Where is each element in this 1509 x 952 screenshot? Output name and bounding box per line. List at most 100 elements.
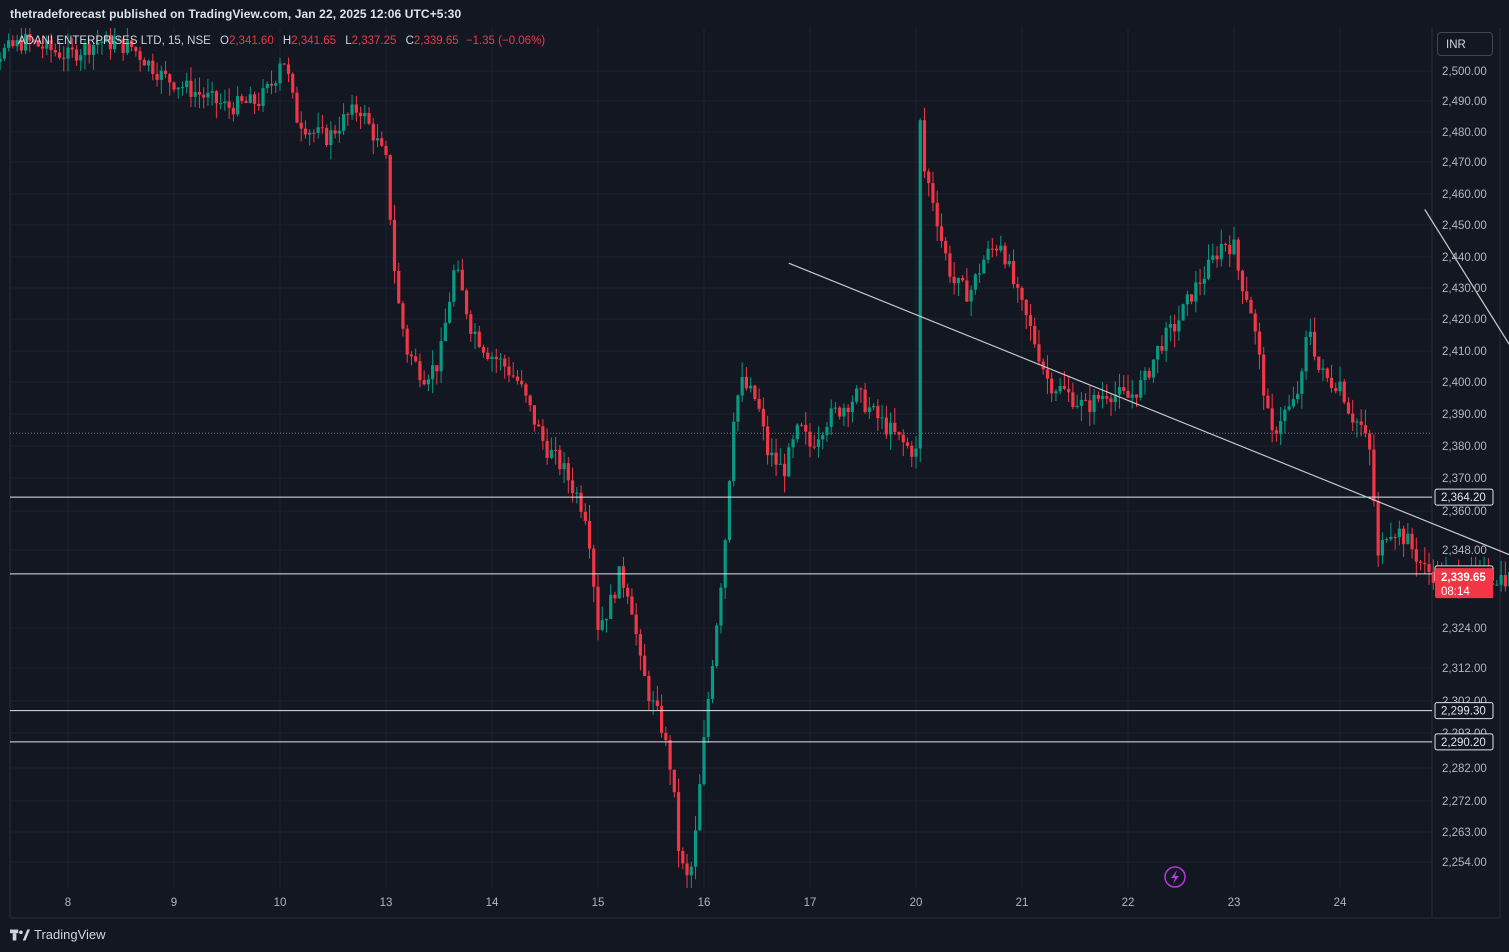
candle-body [1245, 291, 1249, 300]
candle [956, 277, 960, 297]
price-tick-label: 2,263.00 [1442, 827, 1487, 839]
candle [766, 415, 770, 465]
candle-body [1185, 294, 1189, 305]
bolt-icon-group[interactable] [1164, 866, 1186, 888]
candle [511, 361, 515, 379]
candle [439, 327, 443, 383]
candle-body [549, 449, 553, 458]
candle-body [197, 92, 202, 95]
candle [130, 39, 134, 52]
candle [354, 95, 358, 122]
candle [350, 95, 354, 120]
candle-body [579, 492, 583, 512]
candle [901, 429, 905, 457]
candle-body [1410, 533, 1414, 550]
candle-body [397, 271, 401, 304]
trend-arrow-line[interactable] [1424, 209, 1509, 599]
candle [736, 394, 740, 432]
candle [180, 81, 185, 96]
candle-body [545, 440, 549, 458]
candle-body [452, 270, 456, 302]
candle-body [117, 38, 121, 41]
symbol-name: ADANI ENTERPRISES LTD, 15, NSE [18, 35, 211, 47]
candle [1206, 244, 1211, 281]
candle-body [295, 92, 299, 123]
candle [371, 117, 375, 155]
tradingview-logo[interactable]: TradingView [10, 927, 106, 942]
candle-body [1312, 331, 1317, 357]
candle [1325, 367, 1329, 383]
candle [897, 431, 901, 441]
candle-body [1397, 528, 1401, 538]
currency-button[interactable]: INR [1437, 32, 1493, 56]
candle [1338, 366, 1342, 396]
candle [1088, 385, 1092, 426]
candle [477, 325, 481, 349]
candle [155, 62, 159, 87]
candle [418, 353, 422, 388]
candle [774, 438, 778, 477]
time-tick-label: 14 [486, 897, 499, 909]
candle-body [1151, 359, 1156, 378]
candle-body [863, 389, 867, 413]
candle [1427, 552, 1431, 585]
candle-body [956, 277, 960, 284]
candle-body [1317, 356, 1321, 370]
candle [829, 399, 833, 436]
candle [795, 423, 799, 443]
candle-body [1058, 386, 1062, 392]
candle [1143, 367, 1147, 395]
price-tick-label: 2,450.00 [1442, 220, 1487, 232]
candle [1232, 226, 1236, 256]
candle [579, 485, 583, 518]
candle-body [617, 566, 621, 599]
candle-body [634, 614, 638, 635]
candle [172, 81, 176, 93]
candle [409, 351, 414, 366]
candle-body [592, 548, 596, 587]
candle-body [193, 92, 197, 97]
candle-body [880, 417, 884, 419]
candle-body [1495, 584, 1499, 586]
candle [732, 412, 736, 487]
time-axis[interactable]: 8 9 10 13 14 15 16 17 20 21 22 23 24 [65, 897, 1347, 909]
candle-body [872, 405, 876, 408]
candle [1317, 356, 1321, 373]
candle [541, 419, 545, 450]
trendline[interactable] [788, 262, 1509, 579]
candle [1245, 276, 1249, 303]
candle-body [587, 520, 592, 549]
candle-body [604, 618, 609, 621]
horizontal-levels[interactable] [10, 496, 1432, 743]
candle-body [342, 114, 346, 131]
candle-body [1257, 331, 1262, 355]
candle-body [1037, 344, 1041, 362]
candle-body [808, 431, 812, 447]
candle [312, 129, 316, 143]
candle [693, 815, 698, 880]
low-label: L [345, 35, 352, 47]
candle-body [982, 259, 986, 274]
candle-body [168, 74, 172, 83]
trendline-drawings[interactable] [788, 209, 1509, 652]
candle [884, 405, 888, 439]
candle [490, 351, 494, 372]
candle-body [1045, 369, 1050, 379]
candle-body [978, 273, 982, 275]
candle-body [647, 675, 651, 702]
candle-body [1062, 386, 1066, 389]
candle-body [554, 449, 558, 451]
candle-body [236, 96, 240, 115]
price-tick-label: 2,480.00 [1442, 127, 1487, 139]
candle [1385, 537, 1389, 543]
candle [1359, 409, 1363, 437]
candle-body [528, 395, 532, 406]
bolt-icon[interactable] [1164, 866, 1186, 888]
candle-body [1376, 501, 1380, 556]
candle [973, 273, 977, 295]
candle [1228, 235, 1232, 267]
candle [163, 61, 168, 79]
candle [1109, 394, 1113, 416]
candle-body [1321, 368, 1325, 370]
